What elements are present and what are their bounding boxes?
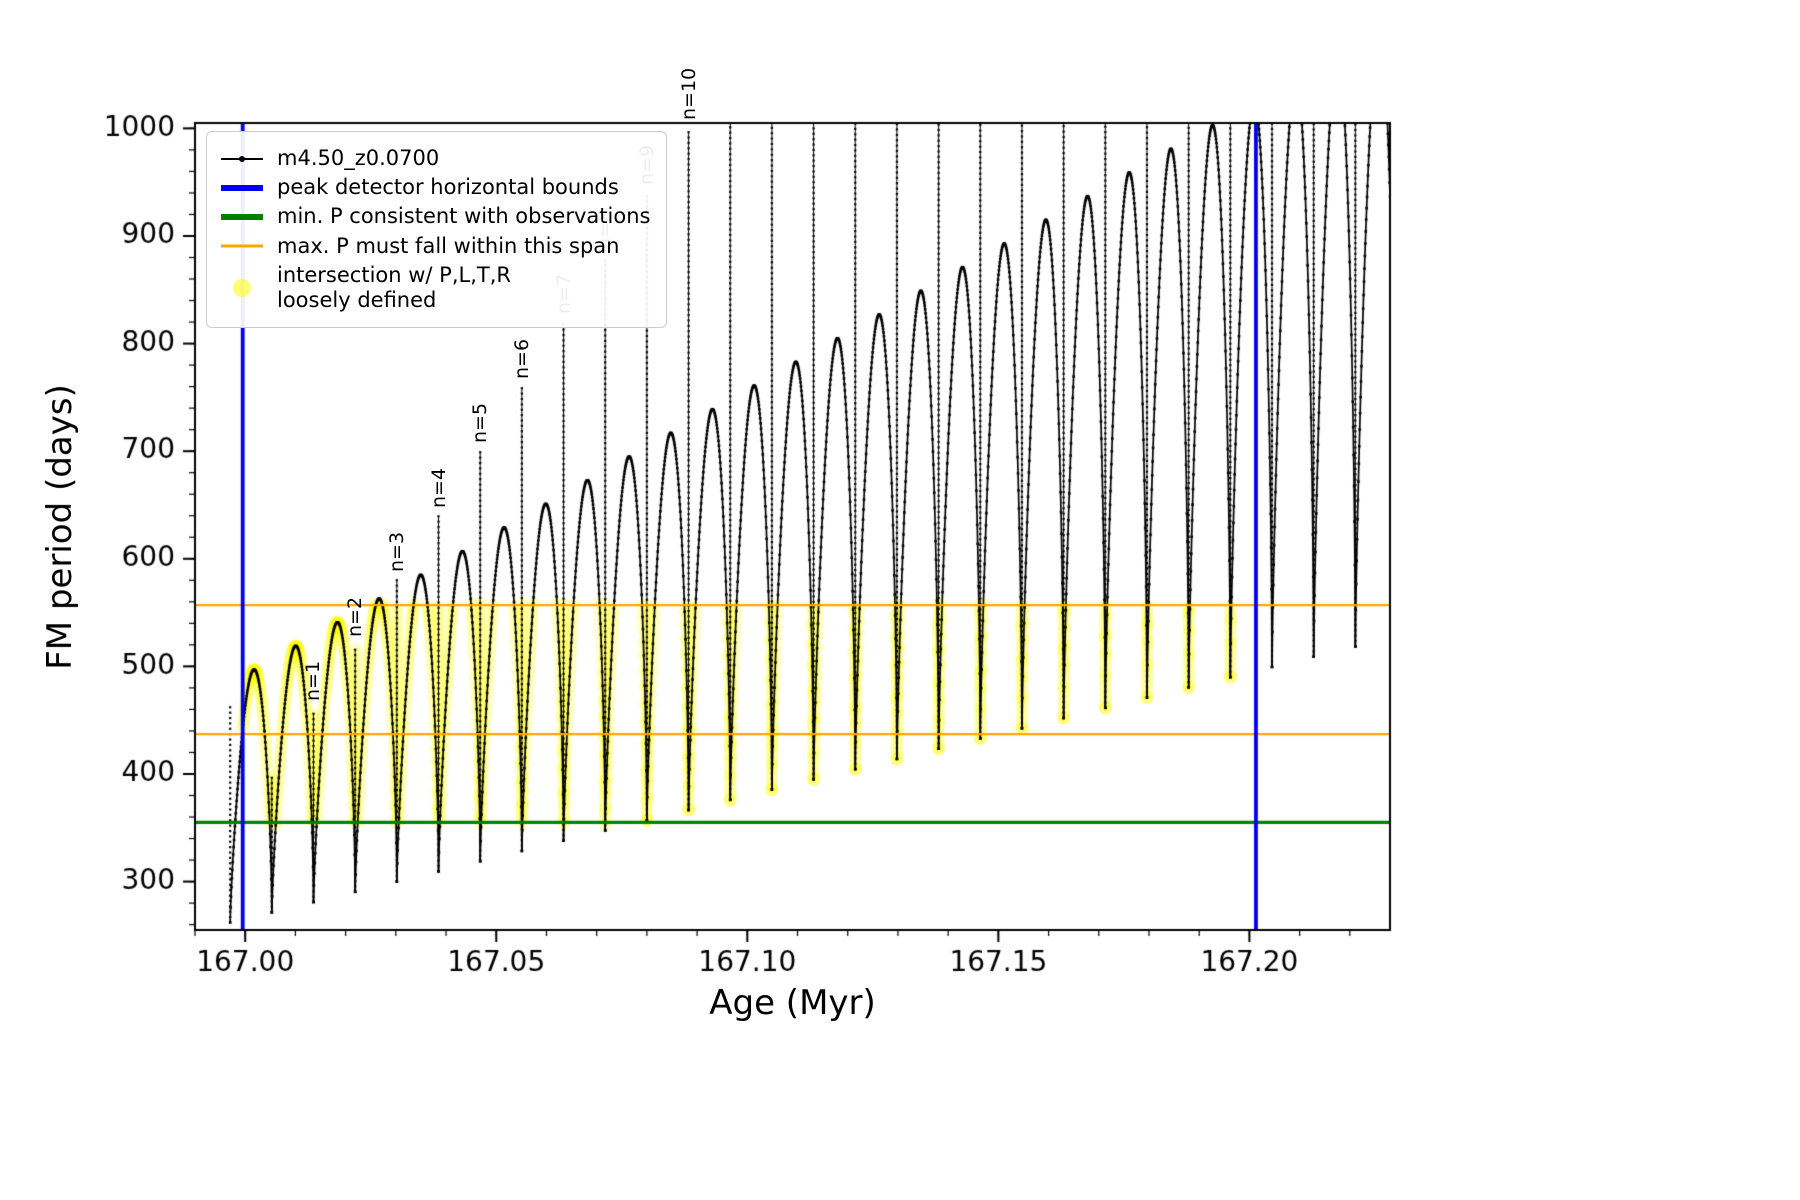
legend-item-series: m4.50_z0.0700 [219,146,650,171]
legend-label: peak detector horizontal bounds [277,175,619,200]
x-axis-title: Age (Myr) [709,983,876,1023]
legend-item-min-period: min. P consistent with observations [219,204,650,229]
mode-annotation: n=6 [510,338,533,379]
mode-annotation: n=4 [427,467,450,508]
legend-label: intersection w/ P,L,T,R loosely defined [277,262,511,312]
mode-annotation: n=1 [302,661,325,702]
legend-item-intersection: intersection w/ P,L,T,R loosely defined [219,263,650,313]
y-axis-title: FM period (days) [40,384,80,670]
legend-item-peak-bounds: peak detector horizontal bounds [219,175,650,200]
legend-item-max-period-span: max. P must fall within this span [219,234,650,259]
mode-annotation: n=5 [469,403,492,444]
yellow-dot-swatch [219,277,265,299]
mode-annotation: n=10 [677,68,700,121]
mode-annotation: n=2 [344,596,367,637]
legend-label: min. P consistent with observations [277,204,651,229]
blue-line-swatch [219,177,265,199]
legend-label: m4.50_z0.0700 [277,146,440,170]
legend-label: max. P must fall within this span [277,233,620,258]
mode-annotation: n=3 [385,532,408,573]
legend: m4.50_z0.0700 peak detector horizontal b… [206,131,668,329]
green-line-swatch [219,206,265,228]
orange-line-swatch [219,235,265,257]
series-line-dot-swatch [219,148,265,170]
